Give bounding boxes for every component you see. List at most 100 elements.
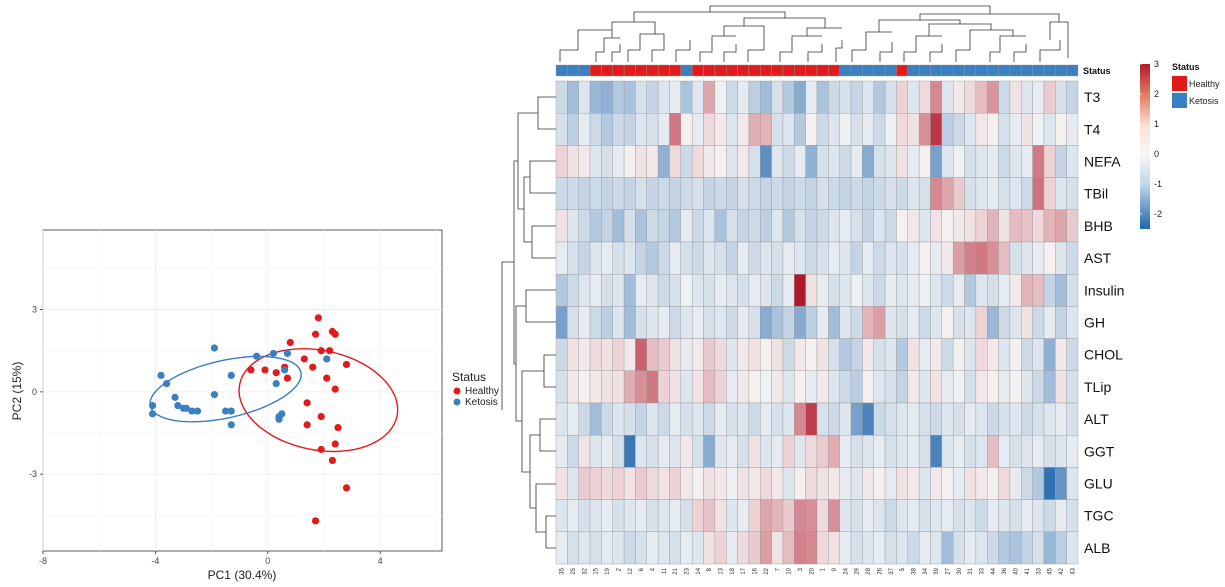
heatmap-cell [1066, 145, 1079, 178]
heatmap-cell [952, 177, 965, 211]
heatmap-cell [816, 402, 829, 436]
heatmap-cell [635, 435, 647, 468]
heatmap-cell [794, 209, 806, 243]
heatmap-cell [748, 467, 761, 500]
heatmap-cell [805, 145, 818, 178]
row-label-tgc: TGC [1084, 508, 1114, 524]
heatmap-cell [896, 274, 908, 307]
heatmap-cell [805, 241, 818, 275]
status-cell-ketosis [839, 64, 852, 77]
heatmap-cell [703, 499, 716, 533]
heatmap-cell [941, 435, 954, 468]
heatmap-cell [589, 467, 602, 500]
heatmap-cell [896, 370, 908, 404]
heatmap-cell [601, 209, 613, 243]
heatmap-cell [794, 531, 806, 565]
heatmap-cell [771, 209, 784, 243]
heatmap-cell [578, 467, 591, 500]
column-label: 16 [753, 567, 759, 574]
heatmap-cell [930, 209, 943, 243]
pca-point-healthy [317, 347, 325, 355]
heatmap-cell [828, 145, 840, 178]
heatmap-cell [1055, 112, 1067, 146]
heatmap-cell [964, 80, 977, 114]
heatmap-cell [975, 402, 988, 436]
pca-point-ketosis [188, 407, 196, 415]
heatmap-cell [703, 241, 716, 275]
heatmap-cell [1009, 306, 1022, 339]
column-label: 39 [934, 567, 940, 574]
heatmap-cell [612, 531, 625, 565]
pca-point-ketosis [281, 366, 289, 374]
status-legend-healthy-swatch [1172, 76, 1187, 91]
heatmap-cell [964, 177, 977, 211]
pca-point-ketosis [275, 412, 283, 421]
heatmap-cell [1043, 435, 1056, 468]
heatmap-cell [771, 531, 784, 565]
heatmap-cell [862, 241, 874, 275]
column-label: 14 [696, 567, 702, 574]
heatmap-cell [998, 274, 1011, 307]
pca-ellipse-healthy [238, 348, 399, 453]
heatmap-cell [646, 112, 659, 146]
heatmap-cell [884, 338, 897, 372]
column-label: 5 [900, 567, 906, 571]
heatmap-cell [975, 467, 988, 500]
heatmap-cell [760, 435, 772, 468]
heatmap-cell [998, 338, 1011, 372]
column-label: 26 [877, 567, 883, 574]
heatmap-cell [964, 499, 977, 533]
heatmap-cell [589, 274, 602, 307]
heatmap-cell [952, 145, 965, 178]
pca-point-healthy [261, 366, 269, 374]
heatmap-cell [987, 435, 999, 468]
heatmap-cell [998, 435, 1011, 468]
heatmap-cell [726, 370, 738, 404]
status-cell-ketosis [1021, 64, 1033, 77]
heatmap-cell [998, 467, 1011, 500]
heatmap-cell [839, 499, 852, 533]
heatmap-cell [850, 499, 863, 533]
heatmap-cell [850, 338, 863, 372]
pca-points [148, 314, 351, 525]
row-label-nefa: NEFA [1084, 154, 1121, 170]
heatmap-cell [918, 80, 931, 114]
row-label-insulin: Insulin [1084, 282, 1124, 298]
pca-point-healthy [283, 374, 292, 382]
heatmap-cell [612, 145, 625, 178]
heatmap-cell [771, 370, 784, 404]
pca-point-healthy [314, 314, 322, 322]
heatmap-cell [884, 499, 897, 533]
status-cell-healthy [669, 64, 682, 77]
status-cell-ketosis [907, 64, 920, 77]
heatmap-cell [918, 435, 931, 468]
heatmap-cell [578, 402, 591, 436]
heatmap-cell [555, 274, 568, 307]
heatmap-cell [1021, 467, 1033, 500]
heatmap-cells [555, 80, 1079, 565]
heatmap-cell [964, 402, 977, 436]
status-annotation-bar [555, 64, 1079, 77]
heatmap-cell [726, 338, 738, 372]
heatmap-cell [771, 435, 784, 468]
heatmap-cell [1021, 209, 1033, 243]
heatmap-cell [941, 370, 954, 404]
heatmap-cell [703, 80, 716, 114]
heatmap-cell [691, 209, 704, 243]
pca-point-ketosis [179, 404, 188, 412]
heatmap-cell [1032, 274, 1045, 307]
pca-point-healthy [326, 347, 334, 355]
heatmap-cell [567, 177, 579, 211]
heatmap-cell [964, 467, 977, 500]
heatmap-cell [884, 145, 897, 178]
heatmap-cell [907, 467, 920, 500]
heatmap-cell [828, 209, 840, 243]
heatmap-cell [760, 274, 772, 307]
heatmap-cell [555, 402, 568, 436]
pca-point-healthy [331, 385, 339, 393]
heatmap-cell [601, 177, 613, 211]
heatmap-cell [737, 531, 750, 565]
heatmap-cell [1032, 435, 1045, 468]
heatmap-cell [884, 402, 897, 436]
column-label: 2 [616, 567, 622, 571]
